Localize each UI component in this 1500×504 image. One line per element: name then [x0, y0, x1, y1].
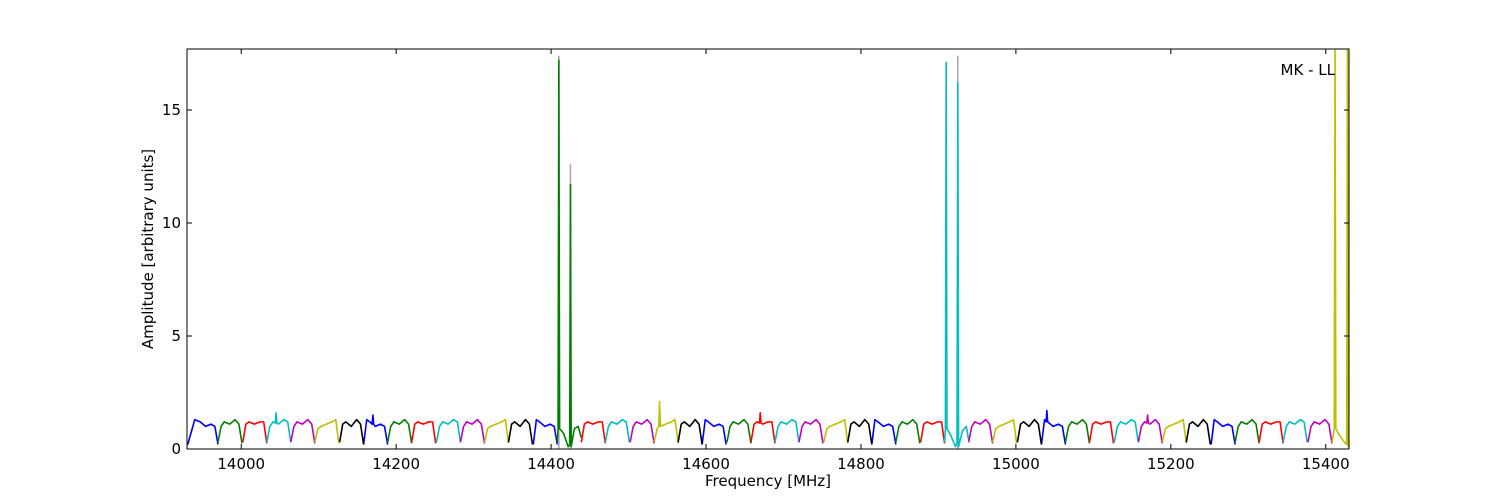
spectrum-line — [187, 409, 1236, 445]
annotation: MK - LL — [1281, 61, 1336, 79]
spectrum-line — [338, 418, 1212, 445]
x-tick-label: 14600 — [682, 455, 730, 473]
x-axis-label: Frequency [MHz] — [705, 472, 831, 490]
x-tick-label: 15400 — [1302, 455, 1350, 473]
spectrum-line — [217, 59, 1260, 448]
x-tick-label: 14000 — [217, 455, 265, 473]
x-tick-label: 15200 — [1147, 455, 1195, 473]
plot-lines — [187, 49, 1349, 449]
y-tick-label: 15 — [162, 101, 181, 119]
spectrum-line — [241, 412, 1284, 444]
x-tick-label: 14800 — [837, 455, 885, 473]
y-tick-label: 0 — [171, 440, 181, 458]
spectrum-line — [290, 414, 1333, 444]
spectrum-line — [266, 61, 1308, 448]
x-tick-label: 15000 — [992, 455, 1040, 473]
y-tick-label: 10 — [162, 214, 181, 232]
y-axis-label: Amplitude [arbitrary units] — [139, 149, 157, 349]
spectrum-line — [558, 55, 959, 449]
x-tick-label: 14200 — [372, 455, 420, 473]
y-tick-label: 5 — [171, 327, 181, 345]
spectrum-line — [314, 49, 1349, 448]
plot-frame — [186, 48, 1350, 450]
x-tick-label: 14400 — [527, 455, 575, 473]
